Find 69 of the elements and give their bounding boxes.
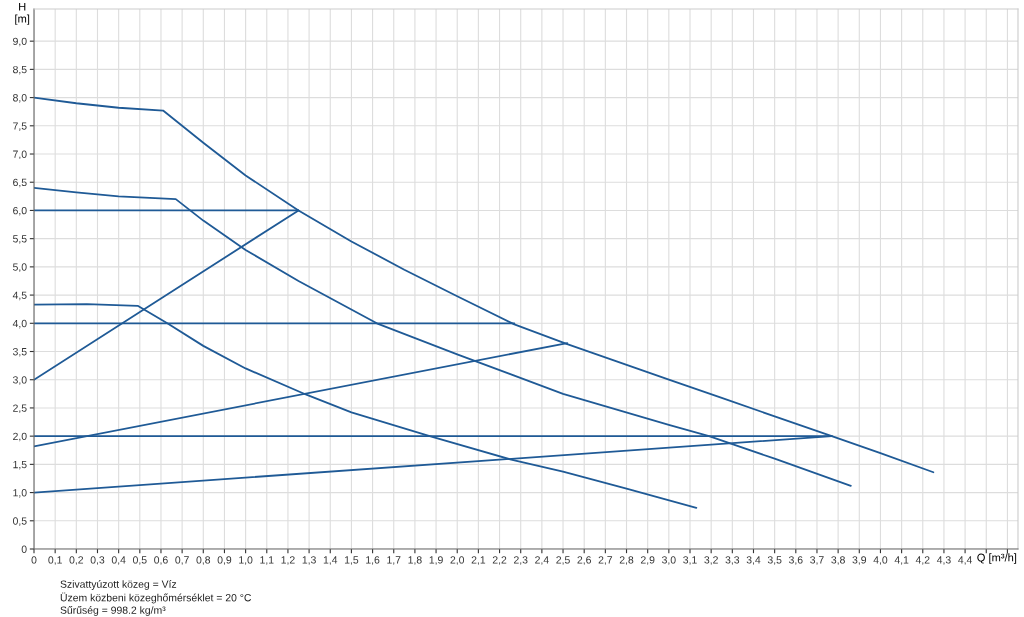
x-tick-label: 0,5 <box>132 556 147 565</box>
x-tick-label: 1,5 <box>344 556 359 565</box>
x-tick-label: 0,9 <box>217 556 232 565</box>
x-tick-label: 1,1 <box>260 556 274 565</box>
y-tick-label: 2,0 <box>13 432 27 442</box>
x-tick-label: 4,0 <box>873 556 888 565</box>
x-tick-label: 0,4 <box>111 556 126 565</box>
x-tick-label: 0,2 <box>69 556 84 565</box>
x-tick-label: 2,2 <box>492 556 507 565</box>
y-tick-label: 7,0 <box>13 150 27 160</box>
x-tick-label: 4,1 <box>894 556 909 565</box>
x-tick-label: 3,8 <box>831 556 845 565</box>
x-tick-label: 1,0 <box>239 556 253 565</box>
x-tick-label: 4,4 <box>958 556 973 565</box>
text: Szivattyúzott közeg = Víz <box>60 580 177 590</box>
x-tick-label: 0,8 <box>196 556 211 565</box>
x-tick-label: 3,1 <box>683 556 697 565</box>
x-tick-label: 2,3 <box>513 556 528 565</box>
x-tick-label: 3,7 <box>810 556 824 565</box>
x-tick-label: 3,4 <box>746 556 761 565</box>
x-tick-label: 1,6 <box>366 556 380 565</box>
x-tick-label: 0,1 <box>48 556 62 565</box>
x-tick-label: 3,6 <box>788 556 803 565</box>
y-tick-label: 8,5 <box>13 65 27 75</box>
y-tick-label: 7,5 <box>13 122 27 131</box>
x-tick-label: 2,4 <box>535 556 549 565</box>
x-tick-label: 1,3 <box>302 556 316 565</box>
x-tick-label: 3,0 <box>662 556 676 565</box>
text: Üzem közbeni közeghőmérséklet = 20 °C <box>60 592 252 604</box>
x-tick-label: 0,6 <box>154 556 168 565</box>
x-tick-label: 0,7 <box>175 556 189 565</box>
x-tick-label: 3,3 <box>725 556 740 565</box>
y-tick-label: 1,5 <box>13 460 27 470</box>
y-tick-label: 6,5 <box>13 178 27 188</box>
y-tick-label: 8,0 <box>13 94 27 103</box>
x-tick-label: 3,5 <box>767 556 782 565</box>
x-tick-label: 3,9 <box>852 556 867 565</box>
x-tick-label: 1,8 <box>408 556 422 565</box>
x-tick-label: 2,5 <box>556 556 570 565</box>
x-tick-label: 2,7 <box>598 556 613 565</box>
y-tick-label: 9,0 <box>13 37 27 47</box>
y-tick-label: 4,5 <box>12 291 27 301</box>
x-tick-label: 2,9 <box>640 556 655 565</box>
x-tick-label: 4,3 <box>936 556 951 565</box>
x-tick-label: 1,7 <box>387 556 401 565</box>
x-tick-label: 1,2 <box>281 556 295 565</box>
x-tick-label: 2,8 <box>619 556 634 565</box>
y-axis-title: H [m] <box>15 2 30 25</box>
y-tick-label: 0 <box>21 545 27 553</box>
x-tick-label: 4,2 <box>915 556 930 565</box>
x-tick-label: 1,4 <box>323 556 338 565</box>
x-tick-label: 2,1 <box>471 556 486 565</box>
y-tick-label: 5,5 <box>12 235 27 244</box>
y-tick-label: 4,0 <box>12 319 27 329</box>
x-tick-label: 0,3 <box>90 556 105 565</box>
y-tick-label: 0,5 <box>12 517 27 526</box>
x-tick-label: 1,9 <box>429 556 443 565</box>
y-tick-label: 1,0 <box>13 489 27 498</box>
y-tick-label: 3,5 <box>12 348 27 357</box>
text: Sűrűség = 998.2 kg/m³ <box>60 606 166 616</box>
y-tick-label: 6,0 <box>13 206 27 216</box>
y-tick-label: 2,5 <box>13 404 27 414</box>
x-axis-title: Q [m³/h] <box>977 553 1017 564</box>
x-tick-label: 3,2 <box>704 556 718 565</box>
x-tick-label: 2,0 <box>450 556 465 565</box>
x-tick-label: 2,6 <box>577 556 591 565</box>
y-tick-label: 3,0 <box>12 376 27 385</box>
y-tick-label: 5,0 <box>12 263 27 272</box>
x-tick-label: 0 <box>31 556 37 564</box>
